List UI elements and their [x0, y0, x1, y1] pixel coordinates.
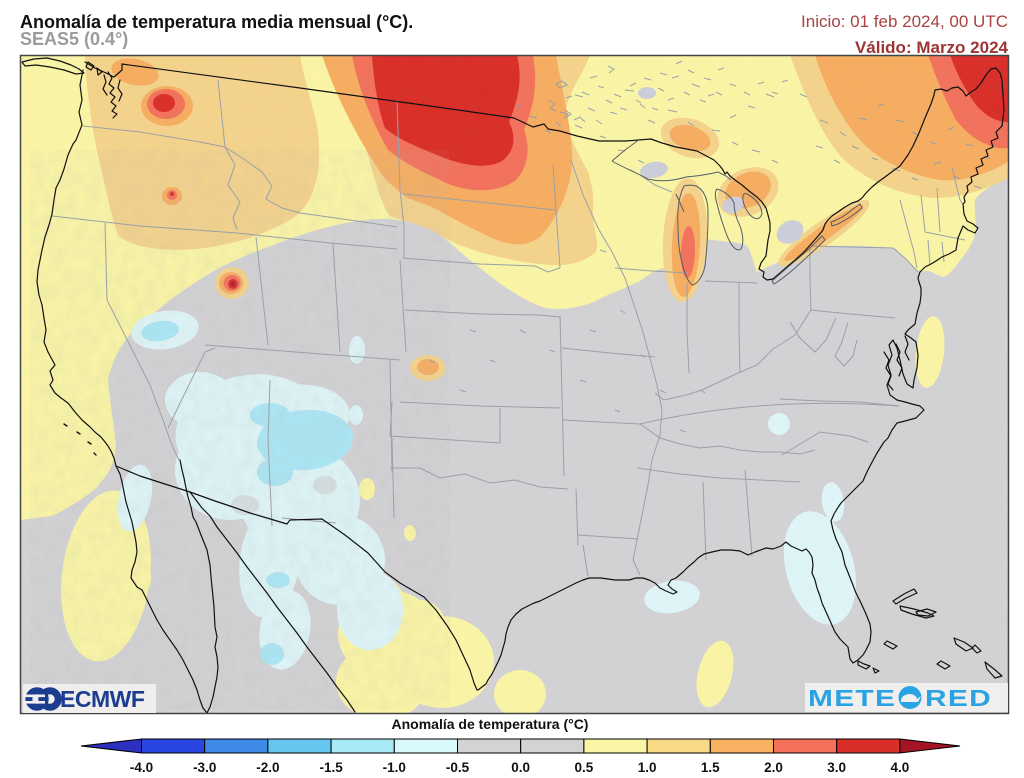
svg-text:0.5: 0.5	[575, 760, 594, 775]
svg-text:RED: RED	[925, 685, 992, 711]
svg-text:3.0: 3.0	[827, 760, 846, 775]
svg-text:-2.0: -2.0	[256, 760, 279, 775]
svg-text:-1.5: -1.5	[319, 760, 343, 775]
svg-text:1.5: 1.5	[701, 760, 720, 775]
svg-text:1.0: 1.0	[638, 760, 657, 775]
svg-text:-1.0: -1.0	[383, 760, 406, 775]
svg-text:4.0: 4.0	[891, 760, 910, 775]
svg-text:-0.5: -0.5	[446, 760, 470, 775]
svg-text:-3.0: -3.0	[193, 760, 216, 775]
svg-text:METE: METE	[808, 685, 896, 711]
svg-text:ECMWF: ECMWF	[60, 686, 145, 712]
svg-text:2.0: 2.0	[764, 760, 783, 775]
svg-text:0.0: 0.0	[511, 760, 530, 775]
svg-text:-4.0: -4.0	[130, 760, 153, 775]
